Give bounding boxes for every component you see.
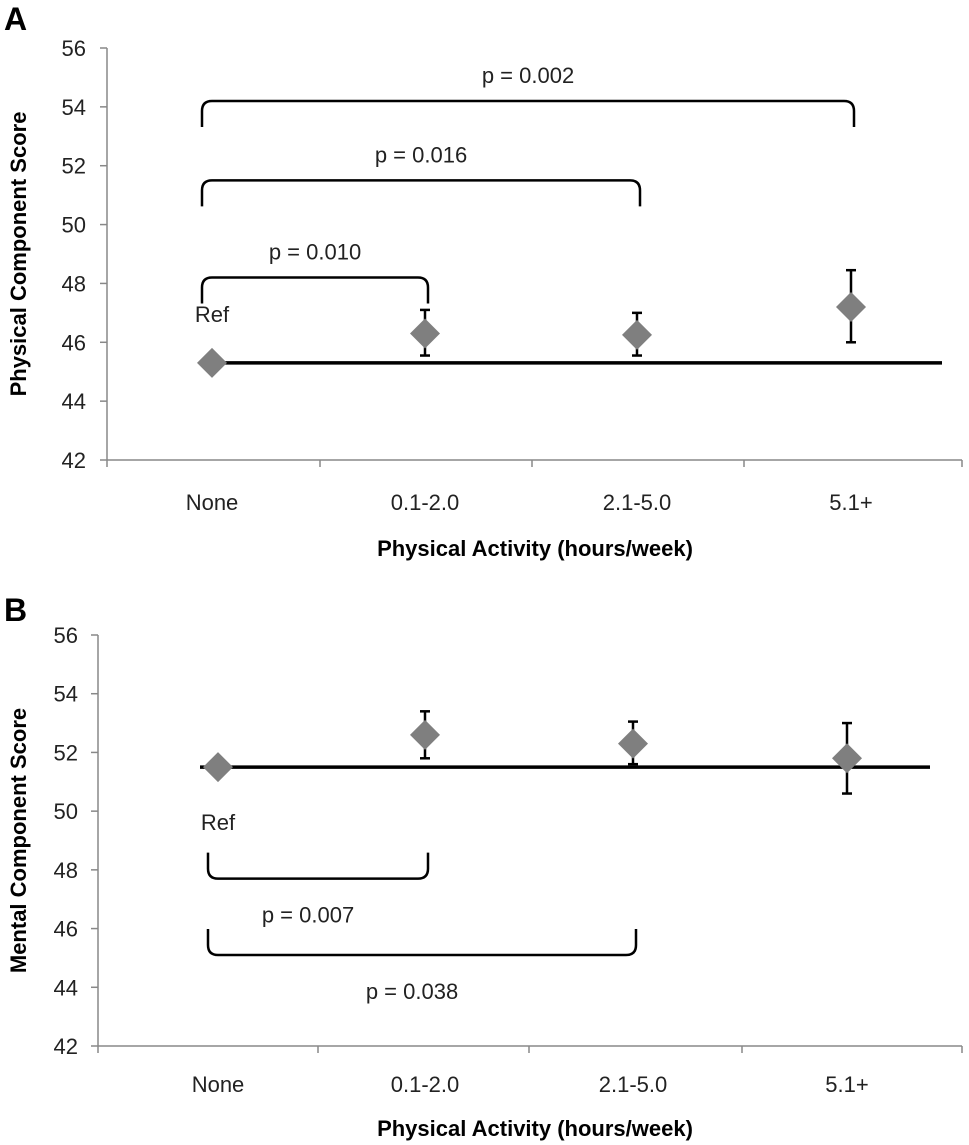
data-point-marker [622, 319, 652, 350]
p-value-label: p = 0.038 [366, 979, 458, 1004]
chart-panel-a: A 42 44 46 48 50 52 54 56 None 0.1-2.0 2.1-5.0 5.1+ P… [4, 1, 963, 561]
data-point-marker [618, 728, 648, 759]
x-axis-title: Physical Activity (hours/week) [377, 1116, 693, 1141]
y-tick-label: 50 [54, 799, 78, 824]
p-value-label: p = 0.016 [375, 142, 467, 167]
p-value-label: p = 0.007 [262, 903, 354, 928]
y-tick-label: 54 [62, 95, 86, 120]
data-point-marker [410, 719, 440, 750]
y-tick-label: 48 [62, 271, 86, 296]
y-tick-label: 52 [54, 740, 78, 765]
significance-bracket [200, 179, 642, 207]
significance-bracket [200, 276, 430, 304]
y-axis-title: Mental Component Score [6, 708, 31, 973]
data-point-marker [836, 291, 866, 322]
y-tick-label: 56 [62, 36, 86, 61]
y-tick-label: 44 [54, 975, 78, 1000]
x-tick-label: None [186, 490, 239, 515]
data-point-marker [203, 752, 233, 783]
y-tick-label: 50 [62, 213, 86, 238]
significance-bracket [206, 852, 430, 880]
data-point-marker [410, 318, 440, 349]
y-tick-label: 56 [54, 623, 78, 648]
data-point-marker [832, 743, 862, 774]
data-point-marker [197, 347, 227, 378]
y-tick-label: 54 [54, 682, 78, 707]
y-tick-label: 52 [62, 154, 86, 179]
x-tick-label: 2.1-5.0 [603, 490, 672, 515]
x-tick-label: 5.1+ [829, 490, 872, 515]
x-tick-label: 5.1+ [825, 1072, 868, 1097]
y-tick-label: 46 [62, 330, 86, 355]
p-value-label: p = 0.002 [482, 63, 574, 88]
significance-bracket [200, 99, 856, 127]
y-tick-label: 42 [54, 1034, 78, 1059]
y-tick-label: 46 [54, 917, 78, 942]
ref-label: Ref [195, 302, 230, 327]
chart-panel-b: B 42 44 46 48 50 52 54 56 None 0.1-2.0 2.1-5.0 5.1+ P… [4, 592, 963, 1141]
significance-bracket [206, 928, 638, 957]
y-tick-label: 44 [62, 389, 86, 414]
x-tick-label: 0.1-2.0 [391, 490, 460, 515]
x-axis-title: Physical Activity (hours/week) [377, 536, 693, 561]
panel-label: B [4, 592, 27, 628]
y-tick-label: 48 [54, 858, 78, 883]
y-tick-label: 42 [62, 448, 86, 473]
x-tick-label: 2.1-5.0 [599, 1072, 668, 1097]
ref-label: Ref [201, 810, 236, 835]
x-tick-label: 0.1-2.0 [391, 1072, 460, 1097]
y-axis-title: Physical Component Score [6, 112, 31, 397]
p-value-label: p = 0.010 [269, 240, 361, 265]
x-tick-label: None [192, 1072, 245, 1097]
panel-label: A [4, 1, 27, 37]
